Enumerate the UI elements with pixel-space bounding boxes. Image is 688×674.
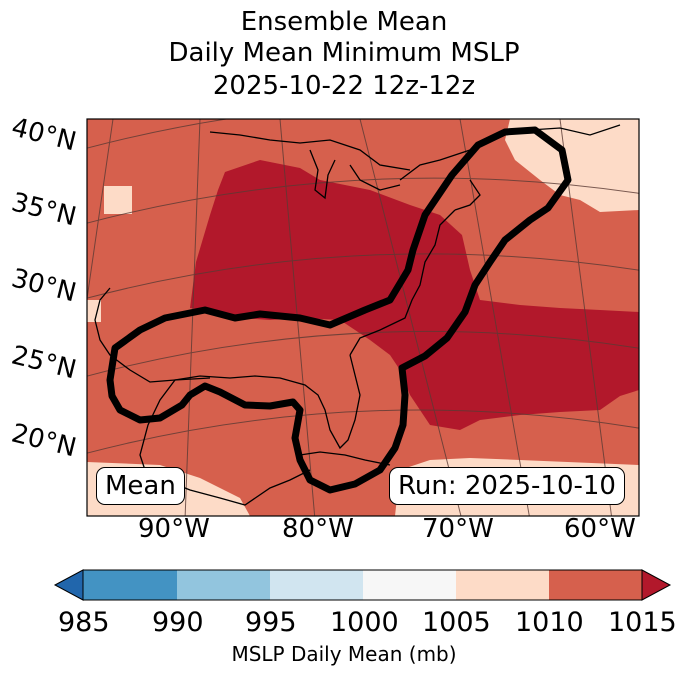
colorbar-tick-1010: 1010 — [515, 607, 584, 638]
colorbar — [53, 569, 672, 601]
field-1005-1010-west — [87, 300, 101, 322]
colorbar-bin-985-990 — [83, 570, 177, 600]
run-date-box: Run: 2025-10-10 — [389, 467, 625, 505]
mean-label-box: Mean — [96, 467, 185, 505]
colorbar-over-arrow — [641, 569, 672, 601]
lon-label-90w: 90°W — [138, 514, 210, 544]
lon-label-70w: 70°W — [422, 514, 494, 544]
colorbar-label: MSLP Daily Mean (mb) — [231, 642, 457, 666]
colorbar-tick-1015: 1015 — [608, 607, 677, 638]
title-line-1: Ensemble Mean — [240, 7, 448, 37]
colorbar-bin-1000-1005 — [363, 570, 456, 600]
colorbar-bin-990-995 — [177, 570, 270, 600]
colorbar-tick-990: 990 — [152, 607, 204, 638]
colorbar-tick-995: 995 — [245, 607, 297, 638]
colorbar-tick-1005: 1005 — [422, 607, 491, 638]
colorbar-bin-1005-1010 — [456, 570, 549, 600]
mslp-contour-1005 — [106, 126, 572, 494]
colorbar-frame — [82, 569, 643, 601]
colorbar-bin-1010-1015 — [549, 570, 642, 600]
colorbar-tick-1000: 1000 — [330, 607, 399, 638]
field-1005-1010-patch — [104, 186, 132, 214]
colorbar-bin-995-1000 — [270, 570, 363, 600]
map-frame — [86, 118, 640, 517]
lon-label-60w: 60°W — [564, 514, 636, 544]
graticule — [87, 119, 639, 516]
lon-label-80w: 80°W — [282, 514, 354, 544]
title-line-3: 2025-10-22 12z-12z — [212, 71, 476, 101]
title-line-2: Daily Mean Minimum MSLP — [168, 38, 520, 68]
colorbar-under-arrow — [53, 569, 84, 601]
colorbar-tick-985: 985 — [58, 607, 110, 638]
